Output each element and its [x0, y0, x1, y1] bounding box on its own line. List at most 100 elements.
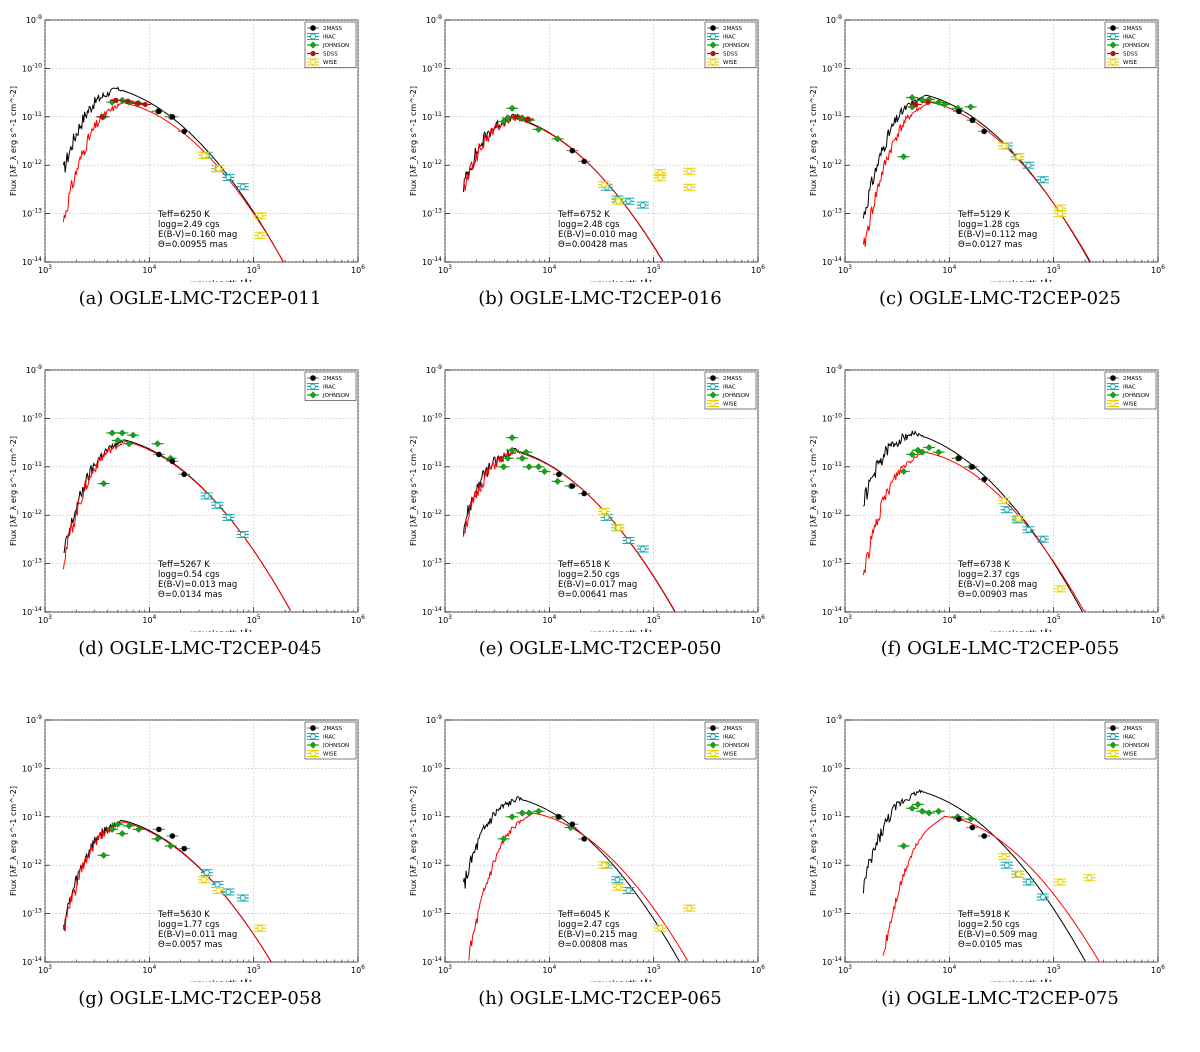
irac-point: [1110, 383, 1116, 390]
wise-point: [686, 168, 693, 175]
series-wise: [198, 876, 267, 932]
johnson-point: [935, 807, 943, 815]
sed-panel: 103 104 105 106 10-14 10-13 10-12 10-11 10-10 10-…: [800, 700, 1200, 1050]
series-wise: [598, 167, 696, 205]
y-tick-label: 10-10: [22, 412, 42, 423]
axes-frame: [444, 719, 759, 963]
irac-point: [1039, 536, 1046, 543]
irac-point: [225, 888, 232, 895]
fit-parameter: Θ=0.0057 mas: [158, 940, 223, 950]
x-tick-label: 105: [647, 964, 661, 975]
2mass-point: [581, 836, 588, 842]
series-2mass: [552, 471, 591, 497]
fit-parameter: Θ=0.00903 mas: [958, 590, 1028, 600]
fit-parameter: logg=1.28 cgs: [958, 220, 1020, 230]
legend-label: JOHNSON: [322, 743, 349, 749]
fit-parameter: E(B-V)=0.010 mag: [558, 230, 637, 240]
y-tick-label: 10-14: [822, 606, 842, 617]
x-tick-label: 106: [351, 614, 365, 625]
y-tick-label: 10-10: [22, 62, 42, 73]
reddened-model-spectrum: [468, 812, 689, 962]
johnson-point: [900, 467, 908, 476]
x-tick-label: 103: [838, 964, 852, 975]
johnson-point: [900, 153, 908, 161]
x-tick-label: 105: [647, 264, 661, 275]
x-tick-label: 105: [647, 614, 661, 625]
y-tick-label: 10-10: [422, 412, 442, 423]
irac-point: [214, 502, 221, 509]
wise-point: [657, 174, 664, 181]
legend-label: WISE: [1123, 402, 1138, 408]
fit-parameter: Θ=0.0105 mas: [958, 940, 1023, 950]
y-tick-label: 10-13: [422, 558, 442, 569]
x-axis-label: wavelength [Å]: [591, 277, 652, 282]
wise-point: [601, 181, 608, 188]
wise-point: [601, 862, 608, 869]
johnson-point: [554, 477, 562, 485]
irac-point: [710, 33, 716, 40]
y-axis-label: Flux [λF_λ erg s^-1 cm^-2]: [409, 86, 418, 196]
2mass-point: [710, 725, 716, 731]
fit-parameter: Teff=5918 K: [957, 910, 1010, 920]
x-tick-label: 104: [542, 964, 556, 975]
legend-label: JOHNSON: [722, 43, 749, 49]
panel-caption: (d) OGLE-LMC-T2CEP-045: [78, 638, 322, 659]
legend: 2MASS IRAC JOHNSON WISE: [1104, 721, 1157, 760]
y-tick-label: 10-11: [422, 461, 442, 472]
x-tick-label: 106: [751, 964, 765, 975]
wise-point: [615, 524, 622, 531]
y-tick-label: 10-9: [826, 14, 842, 25]
panel-caption: (c) OGLE-LMC-T2CEP-025: [878, 288, 1122, 309]
wise-point: [1015, 515, 1022, 522]
x-tick-label: 105: [247, 264, 261, 275]
wise-point: [1015, 153, 1022, 160]
x-tick-label: 106: [351, 264, 365, 275]
panel-caption: (e) OGLE-LMC-T2CEP-050: [478, 638, 722, 659]
fit-parameter: E(B-V)=0.112 mag: [958, 230, 1037, 240]
legend-label: JOHNSON: [322, 43, 349, 49]
2mass-point: [310, 725, 316, 731]
wise-point: [1057, 205, 1064, 212]
johnson-point: [518, 809, 526, 817]
johnson-point: [508, 446, 516, 454]
legend-label: 2MASS: [723, 26, 742, 32]
series-irac: [200, 492, 249, 538]
y-tick-label: 10-12: [422, 159, 442, 170]
panel-caption: (g) OGLE-LMC-T2CEP-058: [78, 988, 322, 1009]
wise-point: [657, 925, 664, 932]
y-axis-label: Flux [λF_λ erg s^-1 cm^-2]: [9, 86, 18, 196]
legend-label: 2MASS: [323, 26, 342, 32]
y-tick-label: 10-11: [422, 111, 442, 122]
y-tick-label: 10-9: [26, 364, 42, 375]
sdss-point: [913, 101, 919, 108]
sdss-point: [113, 97, 119, 103]
2mass-point: [169, 114, 176, 120]
irac-point: [239, 895, 246, 902]
sed-panel: 103 104 105 106 10-14 10-13 10-12 10-11 10-10 10-…: [400, 700, 800, 1050]
series-johnson: [497, 434, 577, 490]
irac-point: [639, 202, 646, 209]
legend-label: WISE: [1123, 60, 1138, 66]
legend: 2MASS IRAC JOHNSON SDSS WISE: [704, 21, 757, 68]
series-2mass: [152, 108, 191, 135]
2mass-point: [169, 833, 176, 839]
reddened-model-spectrum: [462, 448, 676, 612]
y-tick-label: 10-12: [22, 859, 42, 870]
johnson-point: [925, 809, 933, 817]
2mass-point: [569, 147, 576, 154]
legend-label: WISE: [1123, 752, 1138, 758]
x-tick-label: 103: [38, 964, 52, 975]
legend-label: WISE: [723, 60, 738, 66]
sdss-point: [925, 99, 931, 105]
fit-parameter: Θ=0.0134 mas: [158, 590, 223, 600]
y-tick-label: 10-14: [822, 256, 842, 267]
johnson-point: [522, 448, 530, 456]
irac-point: [310, 383, 316, 390]
legend: 2MASS IRAC JOHNSON SDSS WISE: [1104, 21, 1157, 68]
wise-point: [1057, 878, 1064, 885]
x-tick-label: 103: [438, 614, 452, 625]
series-wise: [198, 151, 267, 240]
fit-parameter: logg=0.54 cgs: [158, 570, 220, 580]
sdss-point: [99, 114, 105, 120]
